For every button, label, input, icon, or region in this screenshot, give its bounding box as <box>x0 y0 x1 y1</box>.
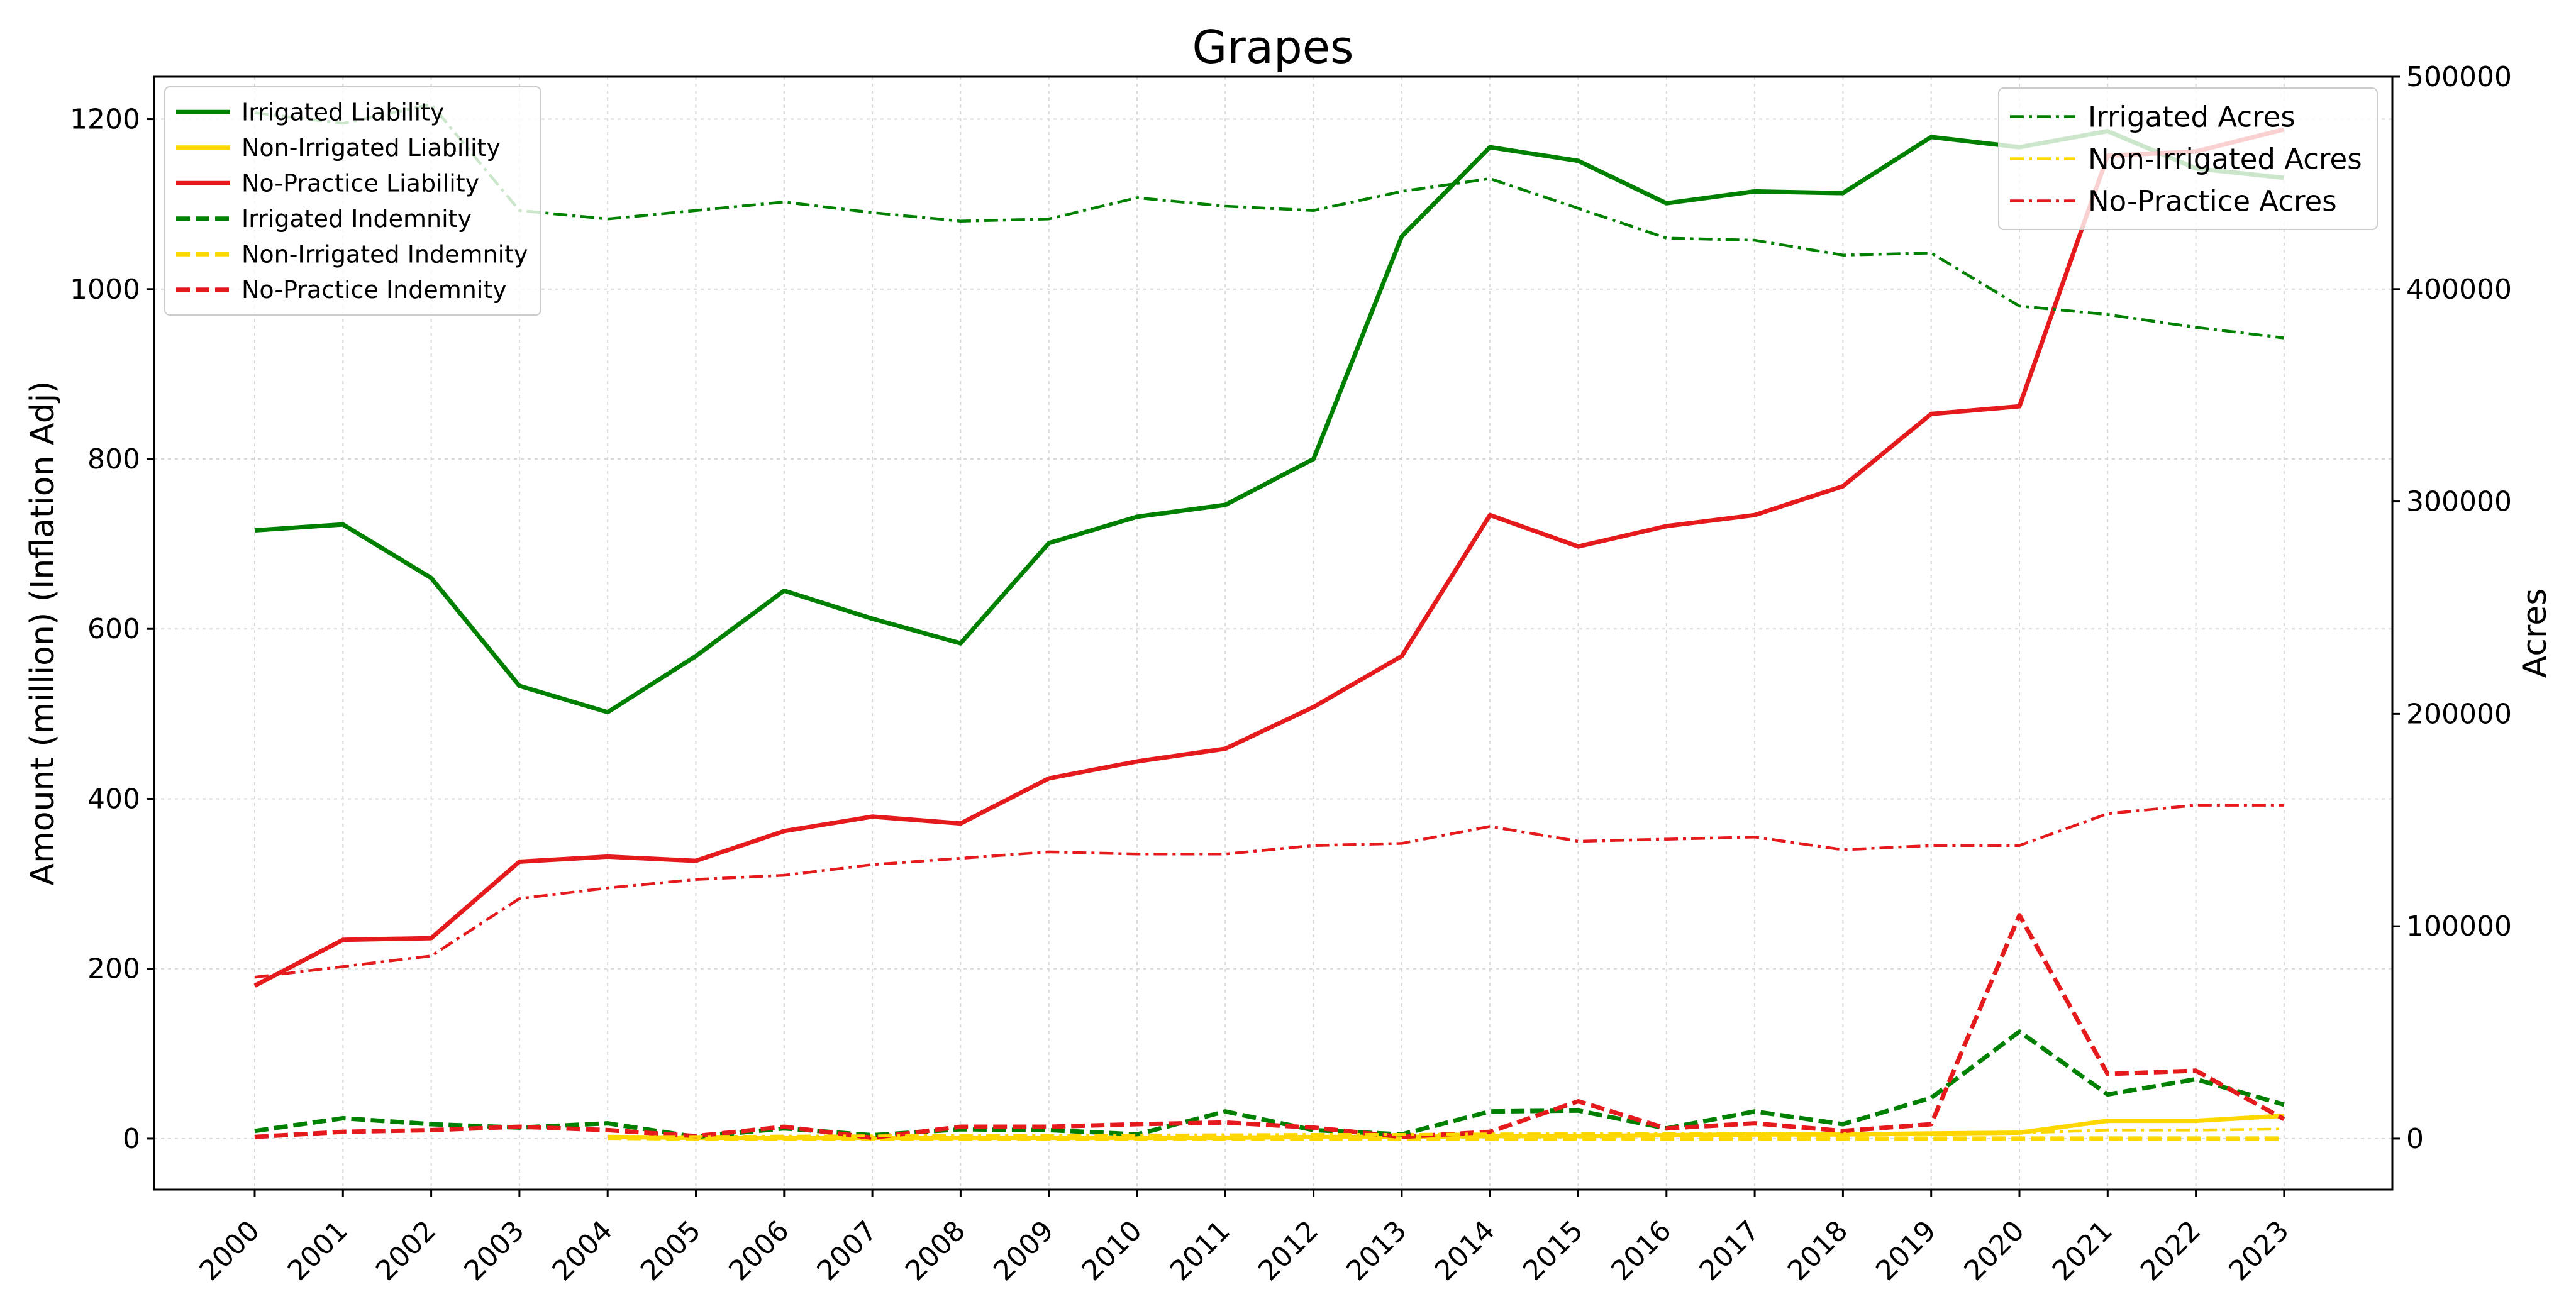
legend-label: Irrigated Acres <box>2088 100 2296 133</box>
y2-tick-label: 500000 <box>2406 61 2512 93</box>
legend-label: No-Practice Indemnity <box>242 276 507 304</box>
legend-right: Irrigated Acres Non-Irrigated Acres No-Pra… <box>1998 87 2378 230</box>
series-lines <box>253 102 2285 1141</box>
y2-axis-title: Acres <box>2516 589 2554 678</box>
series-line <box>254 804 2284 979</box>
y-tick-label: 400 <box>87 783 140 815</box>
y2-tick-label: 100000 <box>2406 910 2512 942</box>
legend-label: Irrigated Liability <box>242 99 444 126</box>
y-tick-label: 1000 <box>70 274 140 306</box>
y-tick-label: 0 <box>123 1123 140 1155</box>
legend-box <box>164 86 541 316</box>
series-line <box>254 129 2285 715</box>
y-axis-title: Amount (million) (Inflation Adj) <box>24 381 62 886</box>
series-line <box>608 1136 2284 1141</box>
legend-label: No-Practice Acres <box>2088 184 2337 218</box>
series-line <box>254 913 2285 1141</box>
legend-left: Irrigated Liability Non-Irrigated Liabili… <box>164 86 541 316</box>
y2-tick-label: 300000 <box>2406 486 2512 518</box>
series-line <box>254 1029 2285 1139</box>
legend-label: Non-Irrigated Liability <box>242 134 501 162</box>
legend-label: Non-Irrigated Indemnity <box>242 241 528 268</box>
y2-tick-label: 200000 <box>2406 698 2512 730</box>
legend-label: Non-Irrigated Acres <box>2088 142 2362 175</box>
chart-title: Grapes <box>1192 21 1353 74</box>
y-tick-label: 800 <box>87 443 140 475</box>
y-tick-label: 1200 <box>70 104 140 136</box>
series-line <box>254 102 2285 340</box>
y-tick-label: 200 <box>87 953 140 985</box>
plot-frame <box>153 75 2394 1191</box>
series-line <box>608 1127 2284 1138</box>
grid <box>154 77 2392 1190</box>
y-tick-label: 600 <box>87 613 140 645</box>
legend-label: Irrigated Indemnity <box>242 205 472 233</box>
legend-label: No-Practice Liability <box>242 170 479 197</box>
y2-tick-label: 0 <box>2406 1123 2424 1155</box>
legend-box <box>1998 87 2378 230</box>
series-line <box>253 127 2285 988</box>
y2-tick-label: 400000 <box>2406 274 2512 306</box>
